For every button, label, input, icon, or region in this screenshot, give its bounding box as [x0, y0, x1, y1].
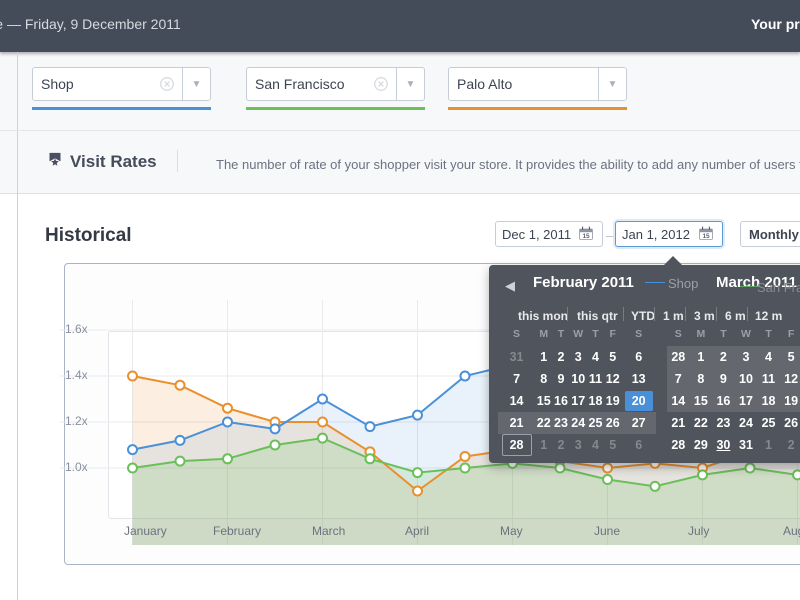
svg-text:15: 15 [702, 233, 710, 240]
svg-text:15: 15 [582, 233, 590, 240]
